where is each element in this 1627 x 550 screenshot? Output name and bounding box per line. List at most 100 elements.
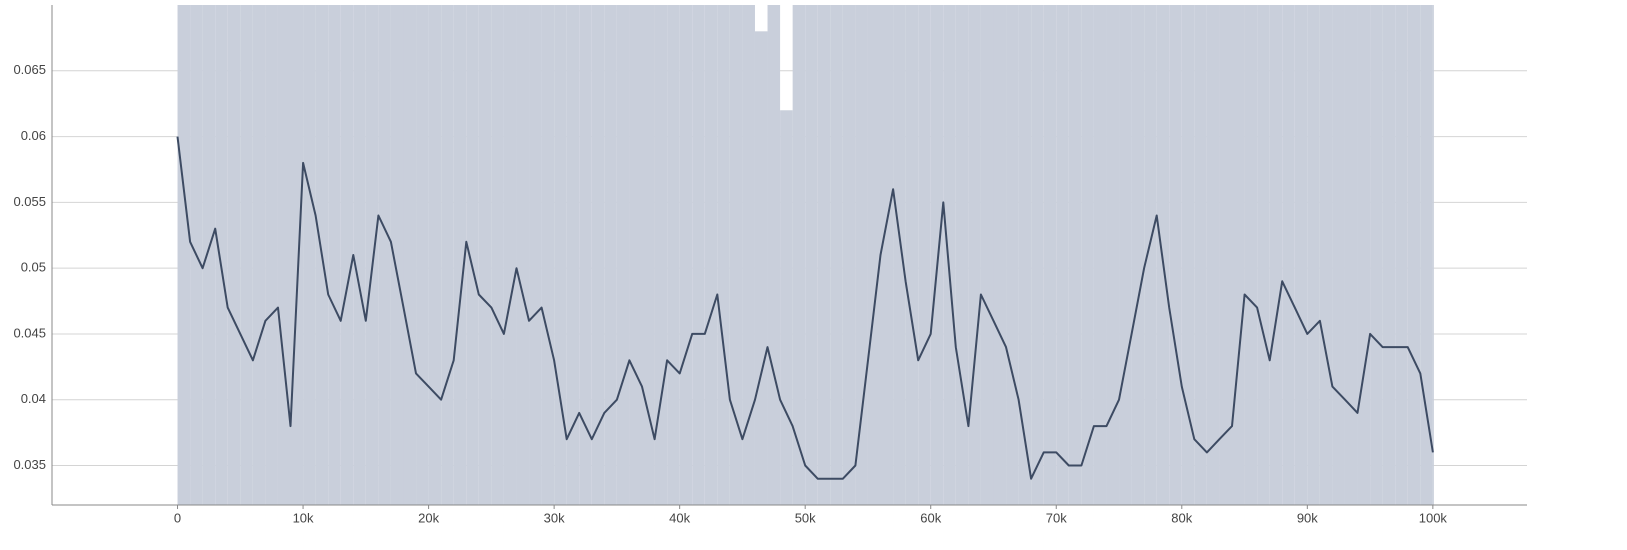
raw-bar <box>717 5 730 505</box>
raw-bar <box>1156 5 1170 505</box>
raw-bar <box>1269 5 1283 505</box>
raw-bar <box>1006 5 1019 505</box>
raw-bar <box>667 5 680 505</box>
x-tick-label: 20k <box>418 510 439 525</box>
raw-bar <box>516 5 530 505</box>
raw-bar <box>867 5 881 505</box>
raw-bar <box>328 5 341 505</box>
raw-bar <box>980 5 994 505</box>
raw-bar <box>1169 5 1182 505</box>
raw-bar <box>918 5 931 505</box>
raw-bar <box>416 5 429 505</box>
raw-bar <box>1370 5 1383 505</box>
raw-bar <box>1081 5 1094 505</box>
raw-bar <box>1294 5 1308 505</box>
raw-bar <box>1018 5 1032 505</box>
raw-bar <box>1319 5 1333 505</box>
y-tick-label: 0.055 <box>13 194 46 209</box>
raw-bar <box>566 5 580 505</box>
raw-bar <box>1357 5 1371 505</box>
x-tick-label: 60k <box>920 510 941 525</box>
raw-bar <box>629 5 642 505</box>
raw-bar <box>1181 5 1195 505</box>
raw-bar <box>1332 5 1345 505</box>
raw-bar <box>1382 5 1396 505</box>
raw-bar <box>340 5 354 505</box>
raw-bar <box>290 5 304 505</box>
raw-bar <box>805 5 818 505</box>
raw-bar <box>729 5 743 505</box>
raw-bar <box>742 5 755 505</box>
raw-bar <box>478 5 492 505</box>
x-tick-label: 0 <box>174 510 181 525</box>
raw-bar <box>1068 5 1082 505</box>
raw-bar <box>177 5 191 505</box>
raw-bar <box>1407 5 1421 505</box>
raw-bar <box>704 5 718 505</box>
raw-bar <box>240 5 253 505</box>
y-tick-label: 0.06 <box>21 128 46 143</box>
raw-bar <box>955 5 969 505</box>
raw-bar <box>1131 5 1145 505</box>
raw-bar <box>1307 5 1320 505</box>
raw-bar <box>880 5 894 505</box>
raw-bar <box>1282 5 1295 505</box>
raw-bar <box>968 5 981 505</box>
raw-bar <box>453 5 467 505</box>
raw-bar <box>190 5 203 505</box>
raw-bar <box>215 5 228 505</box>
raw-bar <box>579 5 592 505</box>
raw-bar <box>503 5 517 505</box>
raw-bar <box>466 5 479 505</box>
axes: 0.035 0.04 0.045 0.05 0.055 0.06 0.065 0 10k 20k 3… <box>13 5 1527 525</box>
raw-bar <box>541 5 555 505</box>
x-tick-label: 70k <box>1046 510 1067 525</box>
raw-bar <box>390 5 404 505</box>
raw-bar <box>1257 5 1270 505</box>
raw-bar <box>817 5 831 505</box>
raw-bar <box>930 5 944 505</box>
raw-bar <box>265 5 278 505</box>
raw-bar <box>529 5 542 505</box>
raw-bar <box>403 5 417 505</box>
raw-bar <box>905 5 919 505</box>
raw-bar <box>1232 5 1245 505</box>
raw-bar <box>842 5 856 505</box>
x-tick-label: 30k <box>544 510 565 525</box>
raw-bar <box>303 5 316 505</box>
raw-bar <box>1106 5 1120 505</box>
raw-bar <box>1420 5 1433 505</box>
raw-bar <box>604 5 617 505</box>
raw-bar <box>252 5 266 505</box>
y-tick-label: 0.05 <box>21 260 46 275</box>
raw-bar <box>642 5 655 505</box>
raw-bar <box>202 5 216 505</box>
raw-bar <box>1119 5 1132 505</box>
raw-bar <box>378 5 391 505</box>
raw-bar <box>754 31 768 505</box>
raw-bar <box>830 5 843 505</box>
raw-bar <box>692 5 705 505</box>
raw-bar <box>1056 5 1069 505</box>
raw-bar <box>1093 5 1107 505</box>
y-tick-label: 0.045 <box>13 325 46 340</box>
smoothed-line <box>176 136 1434 480</box>
raw-bar <box>855 5 868 505</box>
x-tick-label: 10k <box>293 510 314 525</box>
raw-bar <box>993 5 1007 505</box>
raw-bar <box>591 5 605 505</box>
x-tick-label: 90k <box>1297 510 1318 525</box>
raw-bar <box>767 5 781 505</box>
raw-bar <box>679 5 693 505</box>
raw-bar <box>893 5 906 505</box>
raw-bar <box>1144 5 1157 505</box>
raw-bar <box>441 5 454 505</box>
y-tick-label: 0.04 <box>21 391 46 406</box>
raw-bar <box>428 5 442 505</box>
raw-bar <box>1344 5 1358 505</box>
raw-bar <box>1219 5 1232 505</box>
plot-area <box>176 5 1434 505</box>
raw-bar <box>353 5 366 505</box>
raw-bar <box>616 5 630 505</box>
